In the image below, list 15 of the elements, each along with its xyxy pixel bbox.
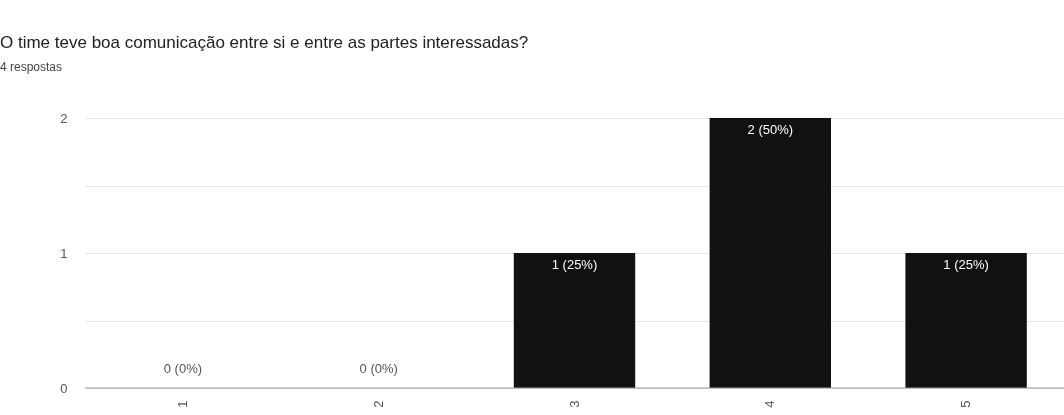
y-tick-label: 0: [60, 380, 68, 396]
x-tick-label: 1: [174, 400, 190, 408]
data-label: 0 (0%): [163, 361, 203, 376]
chart-subtitle: 4 respostas: [0, 60, 63, 74]
chart-title: O time teve boa comunicação entre si e entre as partes interessadas?: [0, 33, 529, 52]
data-label: 1 (25%): [551, 257, 598, 272]
y-tick-label: 1: [60, 245, 68, 261]
data-label: 1 (25%): [943, 257, 989, 272]
data-label: 2 (50%): [747, 122, 794, 137]
x-tick-label: 5: [958, 400, 974, 408]
x-tick-label: 2: [370, 400, 386, 408]
x-tick-label: 3: [566, 400, 582, 408]
x-tick-label: 4: [762, 400, 778, 408]
y-tick-label: 2: [60, 110, 68, 126]
data-label: 0 (0%): [359, 361, 398, 376]
